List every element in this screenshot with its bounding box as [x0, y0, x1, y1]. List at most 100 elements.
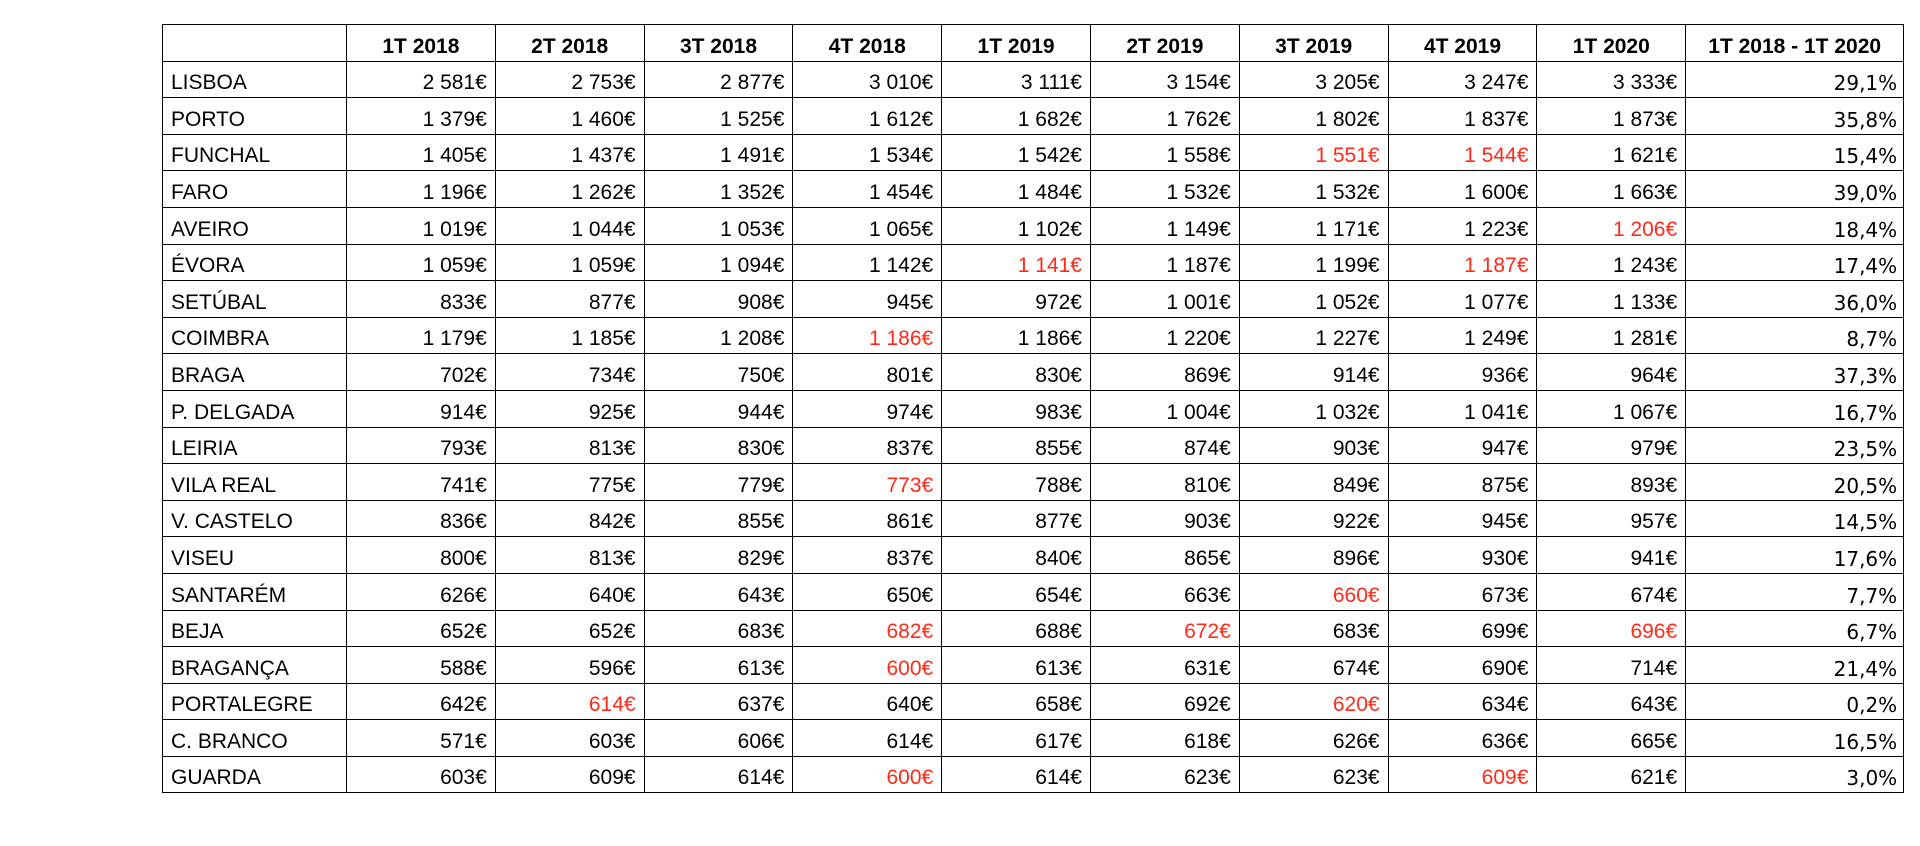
price-cell: 945€ — [792, 280, 943, 318]
column-header-quarter: 4T 2019 — [1387, 24, 1538, 62]
price-cell: 1 179€ — [346, 316, 496, 355]
price-cell: 1 032€ — [1238, 389, 1389, 428]
price-cell: 1 405€ — [346, 133, 496, 172]
table-row: BEJA 652€ 652€ 683€ 682€ 688€ 672€ 683€ 699€ 696€… — [162, 609, 1905, 648]
table-row: VISEU 800€ 813€ 829€ 837€ 840€ 865€ 896€ 930€ 941… — [162, 536, 1905, 574]
price-cell: 793€ — [346, 426, 496, 465]
column-header-quarter: 2T 2019 — [1089, 24, 1240, 62]
price-cell: 2 581€ — [346, 60, 496, 99]
price-cell: 833€ — [346, 280, 496, 318]
price-cell: 1 227€ — [1238, 316, 1389, 355]
price-cell: 1 352€ — [643, 170, 794, 208]
price-cell: 617€ — [941, 719, 1091, 757]
city-name-cell: C. BRANCO — [162, 719, 347, 757]
price-cell: 1 762€ — [1089, 97, 1240, 135]
change-percent-cell: 21,4% — [1685, 646, 1905, 684]
price-cell: 741€ — [346, 463, 496, 501]
city-name-cell: COIMBRA — [162, 316, 347, 355]
change-percent-cell: 17,6% — [1685, 536, 1905, 574]
price-table-container: 1T 2018 2T 2018 3T 2018 4T 2018 1T 2019 2T 20… — [162, 24, 1905, 794]
price-cell: 837€ — [792, 536, 943, 574]
price-cell-decrease: 682€ — [792, 609, 943, 648]
city-name-cell: V. CASTELO — [162, 499, 347, 538]
city-name-cell: P. DELGADA — [162, 389, 347, 428]
price-cell: 1 460€ — [494, 97, 645, 135]
price-cell: 1 220€ — [1089, 316, 1240, 355]
price-cell: 614€ — [792, 719, 943, 757]
price-cell: 642€ — [346, 682, 496, 721]
price-cell: 623€ — [1238, 755, 1389, 794]
price-cell: 750€ — [643, 353, 794, 391]
price-cell: 813€ — [494, 536, 645, 574]
price-cell: 673€ — [1387, 572, 1538, 611]
table-row: ÉVORA 1 059€ 1 059€ 1 094€ 1 142€ 1 141€ 1 187… — [162, 243, 1905, 282]
change-percent-cell: 29,1% — [1685, 60, 1905, 99]
price-cell-decrease: 600€ — [792, 755, 943, 794]
price-cell-decrease: 1 206€ — [1536, 206, 1687, 245]
city-name-cell: GUARDA — [162, 755, 347, 794]
price-cell: 775€ — [494, 463, 645, 501]
column-header-quarter: 2T 2018 — [494, 24, 645, 62]
price-cell: 699€ — [1387, 609, 1538, 648]
column-header-quarter: 3T 2019 — [1238, 24, 1389, 62]
price-cell: 979€ — [1536, 426, 1687, 465]
price-cell: 596€ — [494, 646, 645, 684]
price-cell: 1 281€ — [1536, 316, 1687, 355]
price-cell: 914€ — [346, 389, 496, 428]
price-cell: 896€ — [1238, 536, 1389, 574]
price-cell: 634€ — [1387, 682, 1538, 721]
price-cell-decrease: 1 186€ — [792, 316, 943, 355]
price-cell: 1 484€ — [941, 170, 1091, 208]
price-cell: 1 243€ — [1536, 243, 1687, 282]
price-cell: 830€ — [643, 426, 794, 465]
table-row: LEIRIA 793€ 813€ 830€ 837€ 855€ 874€ 903€ 947€ 97… — [162, 426, 1905, 465]
table-row: SETÚBAL 833€ 877€ 908€ 945€ 972€ 1 001€ 1 052€ 1… — [162, 280, 1905, 318]
price-cell: 650€ — [792, 572, 943, 611]
price-cell: 609€ — [494, 755, 645, 794]
price-cell: 1 044€ — [494, 206, 645, 245]
price-cell: 623€ — [1089, 755, 1240, 794]
city-name-cell: FUNCHAL — [162, 133, 347, 172]
price-cell: 1 171€ — [1238, 206, 1389, 245]
price-cell: 964€ — [1536, 353, 1687, 391]
price-cell: 855€ — [643, 499, 794, 538]
price-cell: 640€ — [792, 682, 943, 721]
price-cell: 1 004€ — [1089, 389, 1240, 428]
price-cell: 800€ — [346, 536, 496, 574]
price-cell: 1 067€ — [1536, 389, 1687, 428]
price-cell: 829€ — [643, 536, 794, 574]
price-cell: 1 612€ — [792, 97, 943, 135]
price-cell: 855€ — [941, 426, 1091, 465]
price-cell: 1 052€ — [1238, 280, 1389, 318]
price-cell: 654€ — [941, 572, 1091, 611]
table-header: 1T 2018 2T 2018 3T 2018 4T 2018 1T 2019 2T 20… — [162, 24, 1905, 62]
price-cell-decrease: 1 544€ — [1387, 133, 1538, 172]
price-cell: 930€ — [1387, 536, 1538, 574]
price-cell-decrease: 609€ — [1387, 755, 1538, 794]
price-cell: 674€ — [1536, 572, 1687, 611]
price-cell: 1 532€ — [1089, 170, 1240, 208]
city-name-cell: LISBOA — [162, 60, 347, 99]
price-cell: 1 837€ — [1387, 97, 1538, 135]
price-cell: 1 053€ — [643, 206, 794, 245]
price-cell: 877€ — [941, 499, 1091, 538]
table-row: FARO 1 196€ 1 262€ 1 352€ 1 454€ 1 484€ 1 532€… — [162, 170, 1905, 208]
price-cell-decrease: 1 141€ — [941, 243, 1091, 282]
price-cell: 643€ — [643, 572, 794, 611]
price-cell-decrease: 600€ — [792, 646, 943, 684]
price-cell: 1 437€ — [494, 133, 645, 172]
price-cell: 983€ — [941, 389, 1091, 428]
table-row: BRAGANÇA 588€ 596€ 613€ 600€ 613€ 631€ 674€ 690€… — [162, 646, 1905, 684]
price-cell: 1 001€ — [1089, 280, 1240, 318]
price-cell: 875€ — [1387, 463, 1538, 501]
price-cell: 1 199€ — [1238, 243, 1389, 282]
price-cell: 665€ — [1536, 719, 1687, 757]
price-cell-decrease: 696€ — [1536, 609, 1687, 648]
price-cell: 734€ — [494, 353, 645, 391]
change-percent-cell: 14,5% — [1685, 499, 1905, 538]
price-cell: 1 059€ — [494, 243, 645, 282]
price-cell: 621€ — [1536, 755, 1687, 794]
corner-cell — [162, 24, 347, 62]
price-cell: 1 873€ — [1536, 97, 1687, 135]
price-cell: 1 102€ — [941, 206, 1091, 245]
